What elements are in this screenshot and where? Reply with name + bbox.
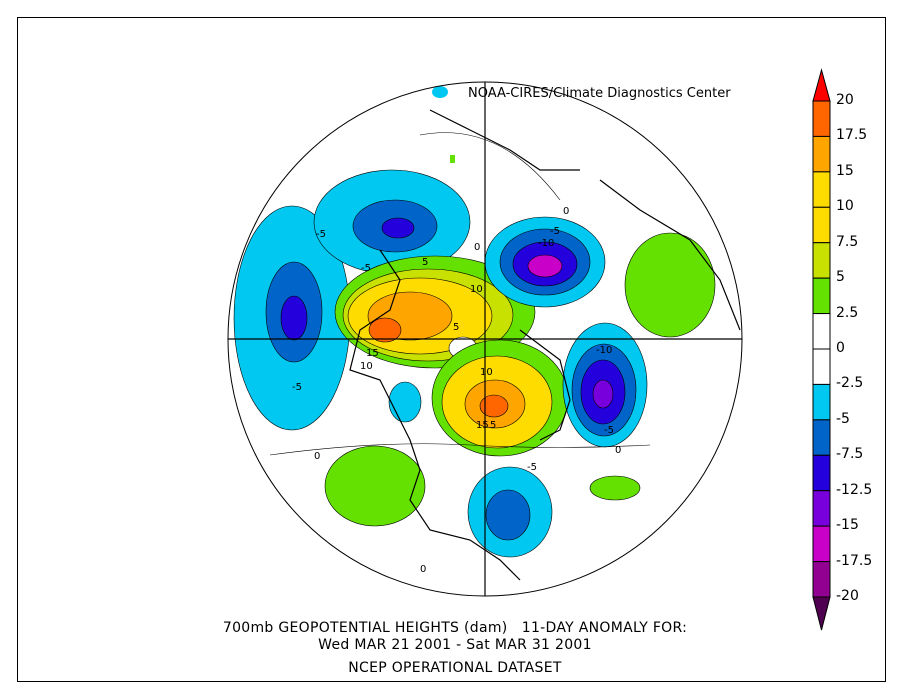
colorbar-swatch [812,242,831,279]
colorbar-label: 2.5 [836,304,859,321]
plot-frame [17,17,886,682]
contour-label: 5 [422,257,428,268]
contour-label: 10 [470,284,483,295]
contour-label: -10 [596,345,612,356]
contour-label: 0 [615,445,621,456]
colorbar-swatch [812,561,831,598]
contour-label: -5 [292,382,302,393]
contour-label: 5 [453,322,459,333]
colorbar-swatch [812,313,831,350]
colorbar-swatch [812,135,831,173]
contour-label: 10 [360,361,373,372]
contour-label: 0 [314,451,320,462]
contour-label: -5 [550,226,560,237]
positive-anomaly-east-pacific [324,445,426,527]
colorbar-label: -17.5 [836,552,873,569]
colorbar-swatch [812,277,831,315]
colorbar-label: 5 [836,269,845,286]
contour-label: -5 [604,425,614,436]
coastlines [349,109,741,581]
colorbar-label: -2.5 [836,375,864,392]
colorbar-label: -15 [836,517,859,534]
contour-label: 15 [366,348,379,359]
colorbar-label: -12.5 [836,481,873,498]
colorbar-swatch [812,454,831,492]
colorbar-swatch [812,419,831,456]
colorbar-label: 7.5 [836,233,859,250]
credit-label: NOAA-CIRES/Climate Diagnostics Center [468,86,731,101]
colorbar-swatch [812,348,831,385]
title-line-1: 700mb GEOPOTENTIAL HEIGHTS (dam) 11-DAY … [222,620,688,636]
colorbar [812,68,831,631]
colorbar-swatch [812,383,831,421]
contour-label: -5 [527,462,537,473]
colorbar-swatch [812,525,831,563]
positive-anomaly-asia [624,232,716,338]
colorbar-label: 15 [836,162,854,179]
contour-label: 10 [480,367,493,378]
colorbar-label: -20 [836,588,859,604]
title-line-2: Wed MAR 21 2001 - Sat MAR 31 2001 [318,637,592,653]
colorbar-top-arrow [812,68,831,102]
contour-labels: -5 -5 5 10 5 15 10 -10 -5 0 0 10 15 5 -1… [292,206,621,575]
colorbar-swatch [812,490,831,527]
contour-label: 0 [420,564,426,575]
contour-label: -10 [538,238,554,249]
colorbar-label: 17.5 [836,127,868,144]
contour-label: 5 [490,420,496,431]
colorbar-swatch [812,100,831,137]
contour-label: 0 [474,242,480,253]
colorbar-label: 10 [836,198,854,215]
contour-label: -5 [361,263,371,274]
title-line-3: NCEP OPERATIONAL DATASET [348,660,562,676]
colorbar-label: -7.5 [836,446,864,463]
colorbar-swatch [812,171,831,208]
colorbar-label: -5 [836,410,850,427]
colorbar-swatch [812,206,831,244]
colorbar-label: 0 [836,340,845,356]
colorbar-bottom-arrow [812,596,831,631]
contour-label: -5 [316,229,326,240]
contour-label: 0 [563,206,569,217]
contour-label: 15 [476,420,489,431]
colorbar-label: 20 [836,92,854,108]
